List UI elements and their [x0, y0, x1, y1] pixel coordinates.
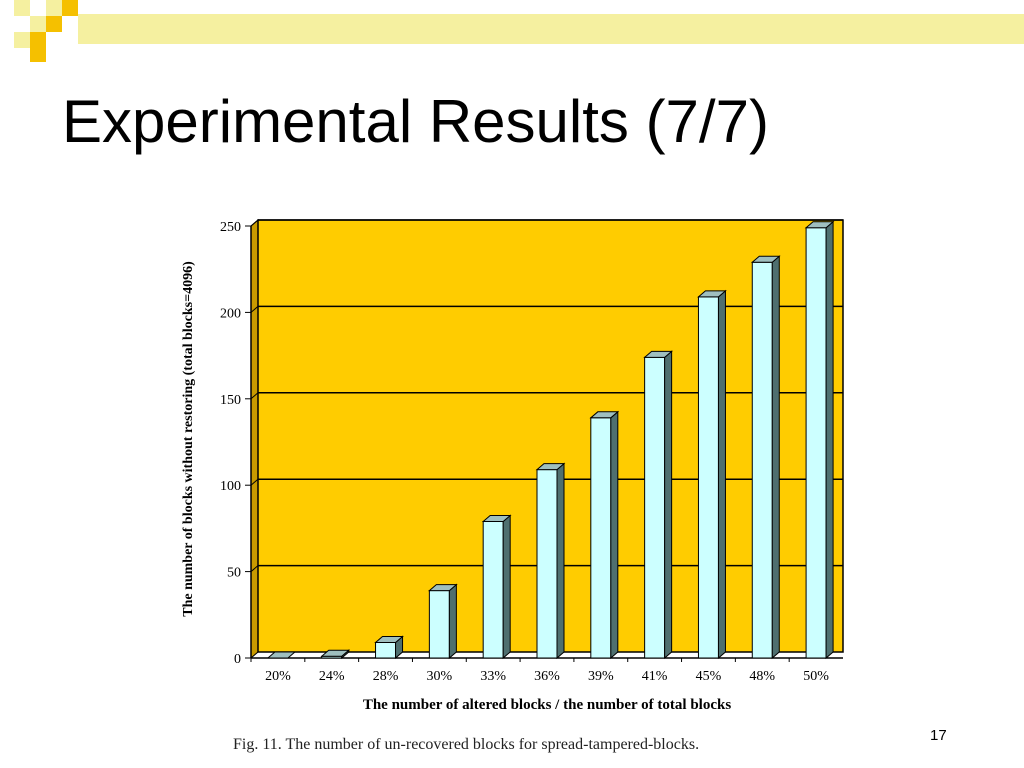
- bar-top: [481, 514, 512, 522]
- deco-square: [30, 48, 46, 62]
- gridline-wall: [250, 392, 259, 400]
- bar-side: [610, 410, 619, 660]
- bar-side: [825, 220, 834, 660]
- deco-square: [46, 0, 62, 16]
- corner-decoration: [14, 0, 1024, 62]
- x-tick-label: 45%: [696, 669, 722, 684]
- x-tick-label: 39%: [588, 669, 614, 684]
- gridline-wall: [250, 565, 259, 572]
- bar: [536, 469, 558, 659]
- x-tick-label: 28%: [373, 669, 399, 684]
- bar-top: [320, 649, 351, 657]
- y-tick-label: 200: [220, 306, 241, 321]
- bar: [697, 296, 719, 659]
- bar-side: [717, 289, 726, 660]
- slide-title: Experimental Results (7/7): [62, 88, 769, 155]
- y-tick-label: 50: [227, 566, 241, 581]
- x-tick-label: 50%: [803, 669, 829, 684]
- plot-side-wall: [250, 218, 259, 660]
- bar-top: [804, 221, 835, 229]
- deco-square: [30, 32, 46, 48]
- gridline-wall: [250, 306, 259, 313]
- deco-square: [14, 0, 30, 16]
- bar: [590, 417, 612, 659]
- bar-side: [502, 514, 511, 660]
- bar: [428, 590, 450, 659]
- x-tick-label: 20%: [265, 669, 291, 684]
- bar-side: [771, 255, 780, 660]
- x-axis-title: The number of altered blocks / the numbe…: [363, 697, 732, 713]
- bar-top: [750, 255, 781, 263]
- bar-top: [266, 651, 297, 659]
- y-tick-label: 100: [220, 479, 241, 494]
- deco-square: [30, 16, 46, 32]
- bar-top: [643, 350, 673, 358]
- x-tick-label: 41%: [642, 669, 668, 684]
- y-tick-label: 250: [220, 220, 241, 235]
- x-tick-label: 48%: [749, 669, 775, 684]
- bar-top: [589, 411, 620, 419]
- bar-top: [697, 290, 727, 298]
- gridline-wall: [250, 478, 259, 486]
- gridline-wall: [250, 219, 259, 227]
- page-number: 17: [930, 727, 947, 744]
- bar-side: [664, 350, 673, 660]
- y-tick-label: 150: [220, 393, 241, 408]
- bar-side: [556, 462, 565, 660]
- bar-top: [374, 635, 404, 643]
- header-band: [78, 14, 1024, 44]
- bar: [482, 520, 504, 659]
- deco-square: [14, 32, 30, 48]
- x-tick-label: 36%: [534, 669, 560, 684]
- bar: [751, 261, 773, 659]
- y-axis-title: The number of blocks without restoring (…: [181, 261, 196, 617]
- bar-top: [535, 463, 566, 471]
- bar-side: [448, 583, 457, 660]
- bar: [805, 227, 827, 659]
- y-tick-label: 0: [234, 652, 241, 667]
- bar-top: [428, 584, 458, 592]
- deco-square: [46, 16, 62, 32]
- figure-caption: Fig. 11. The number of un-recovered bloc…: [233, 736, 700, 753]
- x-tick-label: 30%: [427, 669, 453, 684]
- deco-square: [62, 0, 78, 16]
- bar: [375, 641, 397, 659]
- x-tick-label: 33%: [480, 669, 506, 684]
- bar: [644, 356, 666, 659]
- x-tick-label: 24%: [319, 669, 345, 684]
